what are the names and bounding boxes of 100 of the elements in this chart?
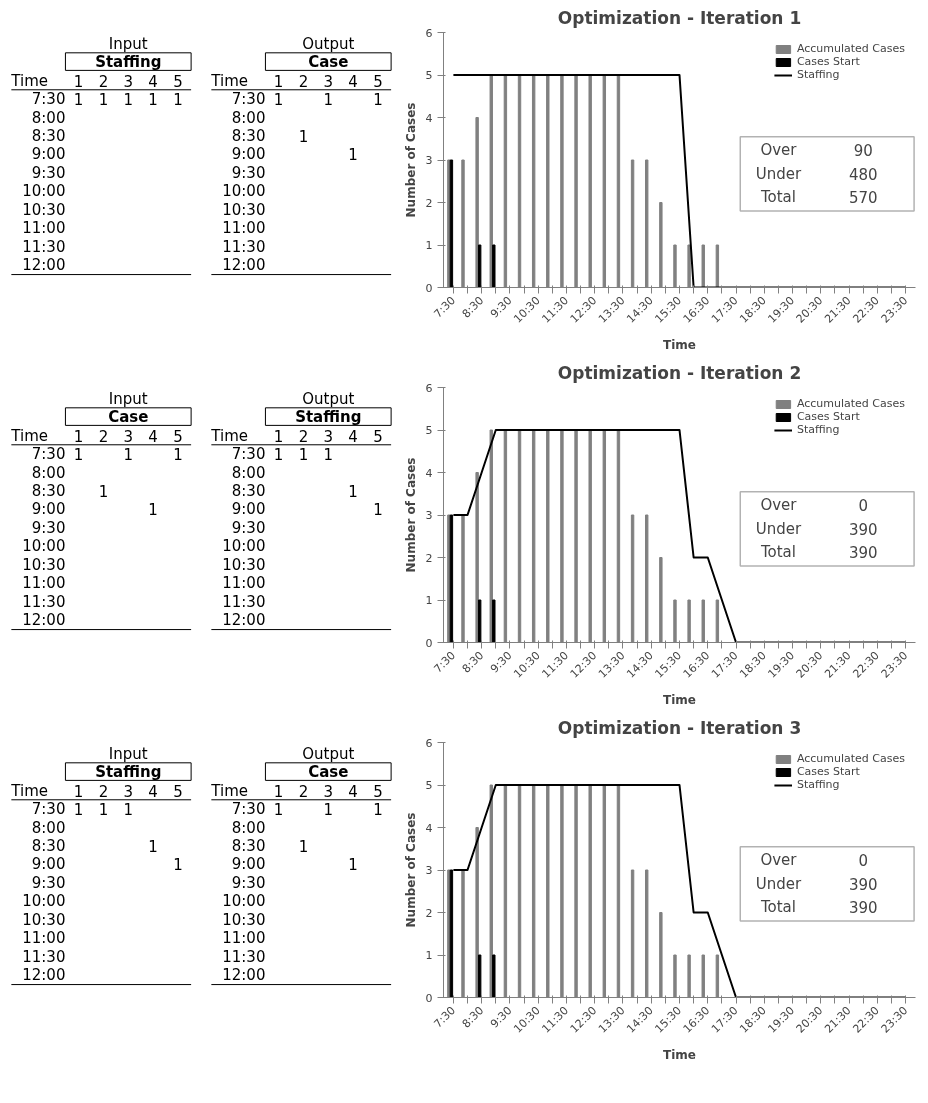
y-tick-label: 9:30	[231, 518, 266, 537]
annotation: 390	[848, 875, 878, 894]
legend-label: Cases Start	[796, 765, 860, 778]
x-tick-label: 1	[73, 427, 84, 446]
data-label: 1	[98, 801, 109, 820]
x-tick-label: 5	[173, 72, 183, 91]
y-tick-label: 11:30	[22, 237, 66, 256]
y-axis-title: Time	[210, 781, 249, 800]
annotation: Over	[760, 496, 798, 515]
legend-label: Cases Start	[796, 55, 860, 68]
data-label: 1	[148, 501, 158, 520]
data-label: 1	[98, 91, 109, 110]
y-tick-label: 11:30	[222, 592, 266, 611]
annotation: Under	[755, 874, 802, 893]
y-tick-label: 7:30	[31, 90, 66, 109]
chart-title: Case	[108, 408, 149, 427]
y-axis-title: Time	[10, 426, 49, 445]
chart-title: Staffing	[95, 763, 162, 782]
y-tick-label: 10:30	[22, 200, 66, 219]
y-tick-label: 10:30	[222, 200, 266, 219]
data-label: 1	[173, 446, 183, 465]
x-tick-label: 4	[148, 72, 158, 91]
y-tick-label: 7:30	[231, 800, 266, 819]
bar	[477, 244, 482, 288]
data-label: 1	[73, 446, 84, 465]
y-tick-label: 8:30	[231, 836, 266, 855]
data-label: 1	[348, 482, 358, 501]
y-tick-label: 8:30	[31, 836, 66, 855]
data-label: 1	[298, 446, 309, 465]
chart-title: Staffing	[95, 53, 162, 72]
data-label: 1	[323, 91, 334, 110]
legend-label: Accumulated Cases	[796, 397, 905, 410]
y-tick-label: 9:30	[31, 518, 66, 537]
chart-title: Staffing	[295, 408, 362, 427]
x-tick-label: 4	[348, 427, 358, 446]
data-label: 1	[298, 127, 309, 146]
y-tick-label: 12:00	[22, 966, 66, 985]
y-tick-label: 8:00	[31, 463, 66, 482]
y-tick-label: 10:00	[222, 892, 266, 911]
bar	[492, 954, 496, 998]
x-tick-label: 5	[173, 782, 183, 801]
annotation: Under	[755, 519, 802, 538]
chart-title: Optimization - Iteration 1	[557, 7, 802, 28]
annotation: Over	[760, 141, 798, 160]
y-tick-label: 3	[425, 154, 433, 167]
y-tick-label: 10:30	[222, 555, 266, 574]
x-tick-label: 4	[148, 427, 158, 446]
x-tick-label: 1	[273, 427, 284, 446]
x-tick-label: 5	[373, 427, 383, 446]
y-tick-label: 11:30	[22, 592, 66, 611]
y-axis-title: Time	[210, 71, 249, 90]
y-tick-label: 11:00	[22, 929, 66, 948]
y-tick-label: 8:00	[31, 818, 66, 837]
y-tick-label: 10:00	[222, 182, 266, 201]
legend-label: Accumulated Cases	[796, 42, 905, 55]
y-tick-label: 8:30	[31, 126, 66, 145]
y-tick-label: 6	[425, 736, 433, 750]
y-tick-label: 12:00	[22, 256, 66, 275]
x-tick-label: 3	[323, 782, 334, 801]
y-tick-label: 2	[425, 551, 433, 565]
y-tick-label: 6	[425, 26, 433, 40]
annotation: 0	[858, 497, 868, 516]
data-label: 1	[348, 856, 358, 875]
y-tick-label: 7:30	[31, 445, 66, 464]
y-tick-label: 7:30	[231, 445, 266, 464]
y-tick-label: 3	[425, 864, 433, 877]
chart-subtitle: Input	[108, 34, 148, 53]
bar	[492, 599, 496, 643]
chart-subtitle: Output	[302, 389, 355, 408]
y-tick-label: 10:00	[22, 892, 66, 911]
y-tick-label: 11:00	[22, 219, 66, 238]
x-tick-label: 3	[123, 782, 134, 801]
y-tick-label: 0	[425, 281, 433, 295]
y-tick-label: 8:30	[231, 126, 266, 145]
x-axis-title: Time	[663, 338, 696, 353]
data-label: 1	[298, 837, 309, 856]
y-tick-label: 11:00	[222, 574, 266, 593]
x-tick-label: 5	[173, 427, 183, 446]
data-label: 1	[73, 801, 84, 820]
y-tick-label: 9:00	[31, 500, 66, 519]
annotation: 390	[848, 899, 878, 918]
legend-label: Staffing	[796, 68, 840, 81]
y-tick-label: 3	[425, 509, 433, 522]
y-tick-label: 11:00	[22, 574, 66, 593]
data-label: 1	[123, 446, 134, 465]
x-tick-label: 2	[98, 72, 109, 91]
y-tick-label: 11:00	[222, 929, 266, 948]
y-axis-title: Number of Cases	[403, 812, 418, 928]
y-tick-label: 10:00	[22, 537, 66, 556]
y-tick-label: 4	[425, 466, 433, 480]
chart-title: Case	[308, 763, 349, 782]
y-tick-label: 2	[425, 906, 433, 920]
y-tick-label: 10:30	[22, 910, 66, 929]
data-label: 1	[123, 801, 134, 820]
x-tick-label: 1	[273, 782, 284, 801]
y-axis-title: Time	[210, 426, 249, 445]
y-tick-label: 9:00	[231, 500, 266, 519]
data-label: 1	[98, 482, 109, 501]
y-tick-label: 11:00	[222, 219, 266, 238]
data-label: 1	[148, 91, 158, 110]
